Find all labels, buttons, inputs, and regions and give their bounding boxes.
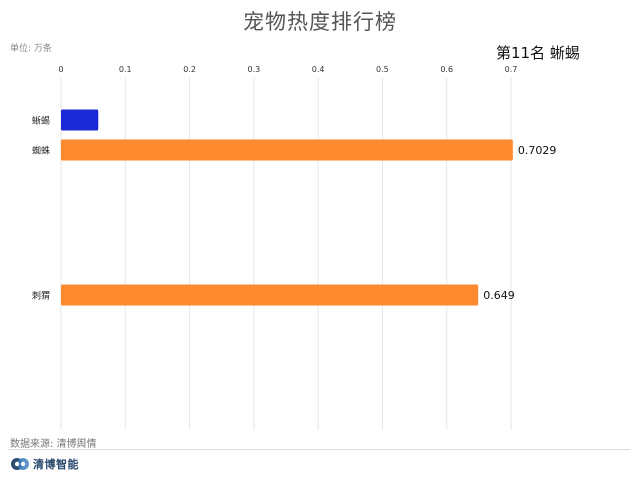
y-category-label: 刺猬 bbox=[32, 291, 50, 302]
x-tick-label: 0.5 bbox=[376, 65, 389, 74]
x-tick-label: 0 bbox=[58, 65, 63, 74]
logo-icon bbox=[11, 458, 29, 470]
y-category-label: 蜘蛛 bbox=[32, 145, 50, 157]
bar bbox=[61, 139, 513, 161]
brand-logo: 清博智能 bbox=[10, 456, 79, 472]
bar bbox=[61, 284, 479, 306]
unit-label: 单位: 万条 bbox=[10, 44, 52, 54]
data-source: 数据来源: 清博舆情 bbox=[10, 439, 97, 450]
bar bbox=[61, 109, 99, 131]
x-tick-label: 0.2 bbox=[183, 65, 196, 74]
logo-text: 清博智能 bbox=[33, 458, 79, 471]
rank-label: 第11名 蜥蜴 bbox=[496, 44, 580, 62]
x-tick-label: 0.3 bbox=[247, 65, 260, 74]
x-tick-label: 0.7 bbox=[505, 65, 518, 74]
x-tick-label: 0.1 bbox=[119, 65, 132, 74]
bar-value-label: 0.7029 bbox=[518, 144, 557, 157]
footer-divider bbox=[8, 449, 630, 450]
bar-value-label: 0.649 bbox=[483, 289, 515, 302]
x-tick-label: 0.6 bbox=[440, 65, 453, 74]
y-category-label: 蜥蜴 bbox=[32, 115, 50, 127]
x-tick-label: 0.4 bbox=[312, 65, 325, 74]
chart-title: 宠物热度排行榜 bbox=[243, 10, 397, 34]
